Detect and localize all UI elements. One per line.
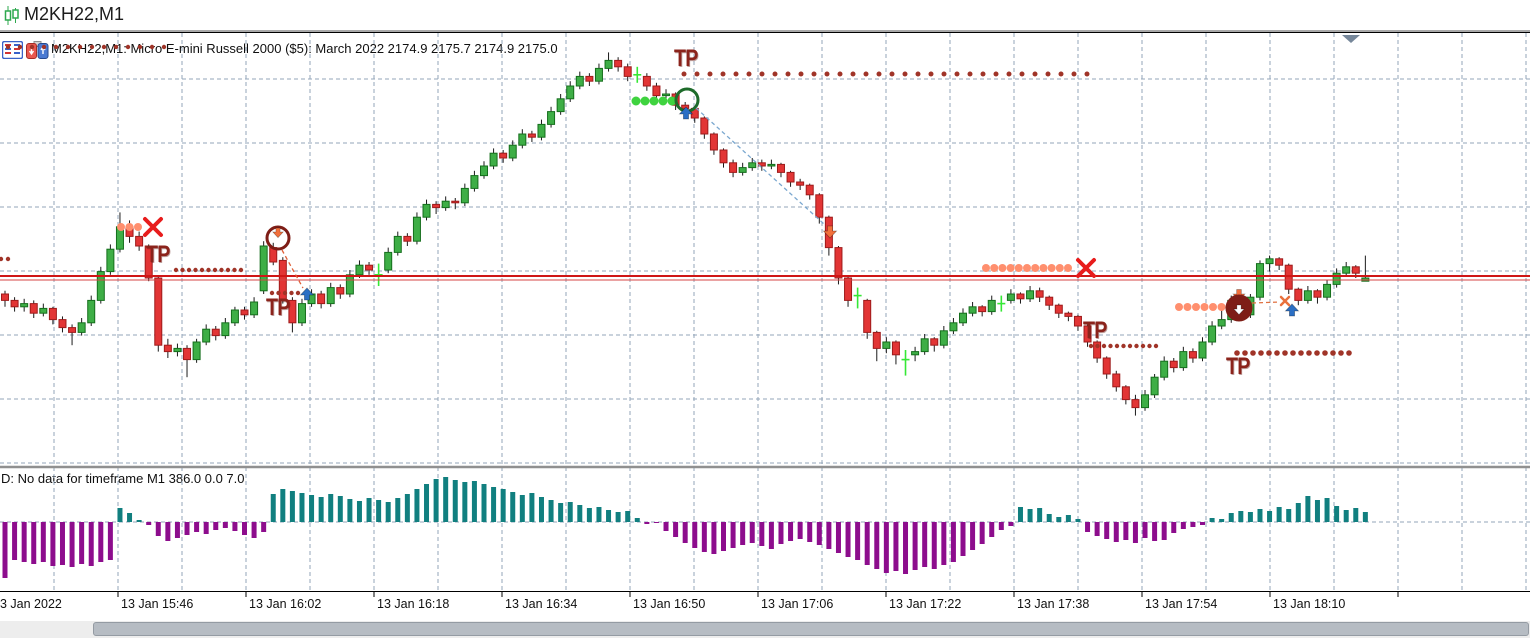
time-axis-label: 13 Jan 17:54 [1145, 597, 1218, 611]
time-axis-label: 13 Jan 15:46 [121, 597, 194, 611]
chart-top-border [0, 32, 1530, 33]
candlestick-chart-area[interactable] [0, 33, 1530, 467]
time-axis[interactable]: 3 Jan 2022 13 Jan 15:46 13 Jan 16:02 13 Jan… [0, 597, 1530, 615]
depth-of-market-icon[interactable] [1, 40, 24, 64]
indicator-status-label: D: No data for timeframe M1 386.0 0.0 7.… [1, 471, 245, 486]
time-axis-label: 13 Jan 16:18 [377, 597, 450, 611]
chart-info-line: M2KH22,M1: Micro E-mini Russell 2000 ($5… [51, 41, 558, 56]
time-axis-label: 13 Jan 17:22 [889, 597, 962, 611]
time-axis-label: 13 Jan 17:38 [1017, 597, 1090, 611]
time-axis-label: 13 Jan 16:50 [633, 597, 706, 611]
horizontal-scrollbar[interactable] [0, 621, 1530, 638]
candlestick-chart-icon [4, 6, 20, 30]
time-axis-label: 13 Jan 16:02 [249, 597, 322, 611]
one-click-trading-icon[interactable] [26, 41, 49, 64]
window-title-bar: M2KH22,M1 [0, 0, 1530, 32]
window-title: M2KH22,M1 [24, 4, 125, 24]
scrollbar-thumb[interactable] [93, 622, 1529, 636]
time-axis-label: 13 Jan 18:10 [1273, 597, 1346, 611]
time-axis-label: 13 Jan 16:34 [505, 597, 578, 611]
macd-indicator-pane[interactable] [0, 470, 1530, 591]
time-axis-label: 3 Jan 2022 [0, 597, 62, 611]
time-axis-label: 13 Jan 17:06 [761, 597, 834, 611]
